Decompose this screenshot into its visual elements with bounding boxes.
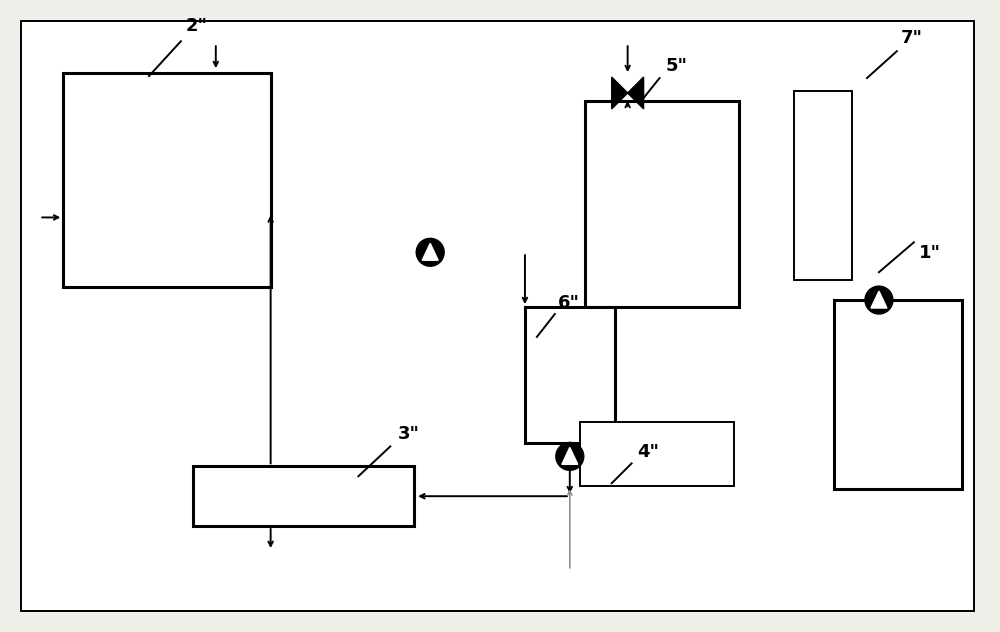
Text: 1": 1" <box>919 244 941 262</box>
Bar <box>580 422 734 486</box>
Text: 2": 2" <box>186 17 208 35</box>
Polygon shape <box>612 77 628 109</box>
Polygon shape <box>422 243 438 260</box>
Polygon shape <box>871 291 887 308</box>
Text: 7": 7" <box>901 29 923 47</box>
Circle shape <box>416 238 444 266</box>
Circle shape <box>865 286 893 314</box>
Polygon shape <box>628 77 644 109</box>
Circle shape <box>556 442 584 470</box>
Polygon shape <box>562 447 578 465</box>
Bar <box>525 307 615 444</box>
Bar <box>63 73 271 287</box>
Text: 6": 6" <box>558 294 580 312</box>
Bar <box>794 91 852 280</box>
Bar <box>193 466 414 526</box>
Text: 3": 3" <box>398 425 420 444</box>
Text: 4": 4" <box>638 444 660 461</box>
Bar <box>585 101 739 307</box>
Text: 5": 5" <box>666 57 688 75</box>
Bar <box>834 300 962 489</box>
